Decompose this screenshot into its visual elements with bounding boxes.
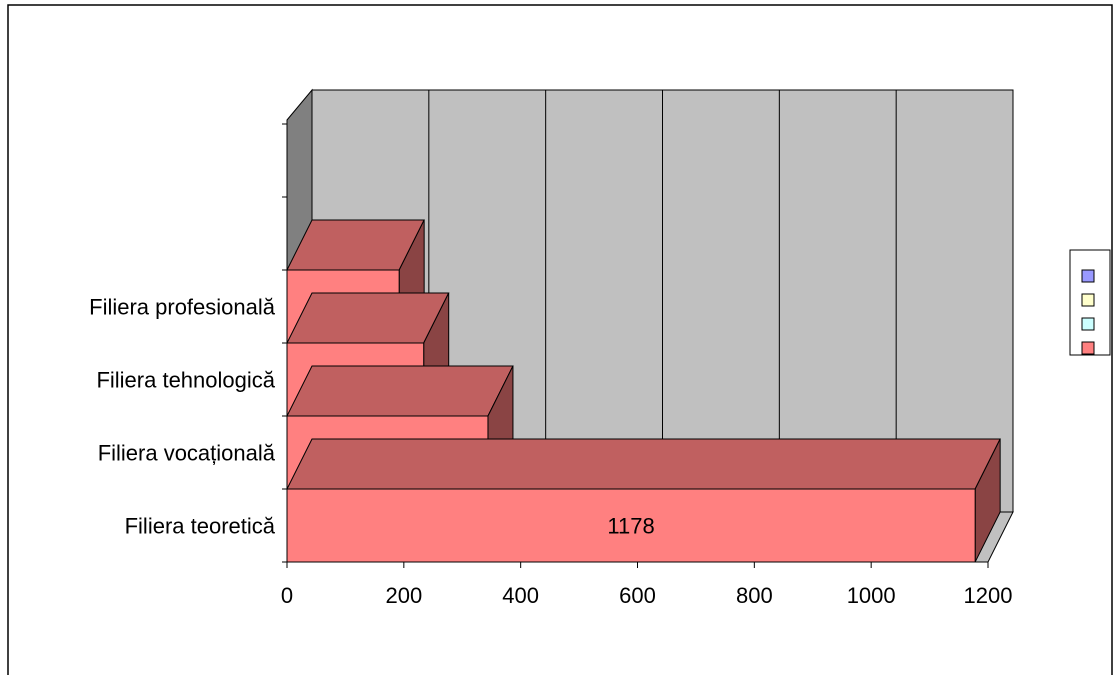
bar-0: 1178 — [286, 438, 1001, 563]
category-labels: Filiera teoretică Filiera vocațională Fili… — [89, 295, 276, 539]
x-tick-label: 800 — [736, 583, 773, 608]
x-tick-label: 200 — [385, 583, 422, 608]
x-tick-label: 1200 — [964, 583, 1013, 608]
category-label: Filiera tehnologică — [96, 368, 275, 393]
bar-top-face — [286, 438, 1001, 490]
bar-top-face — [286, 365, 514, 417]
x-tick-label: 400 — [502, 583, 539, 608]
x-tick-label: 1000 — [847, 583, 896, 608]
x-tick-label: 0 — [281, 583, 293, 608]
legend — [1069, 249, 1111, 356]
legend-swatch — [1081, 269, 1095, 283]
legend-swatch — [1081, 317, 1095, 331]
bar-front-face — [286, 488, 976, 563]
legend-swatch — [1081, 341, 1095, 355]
category-label: Filiera vocațională — [98, 441, 276, 466]
category-label: Filiera profesională — [89, 295, 276, 320]
bar-top-face — [286, 292, 450, 344]
legend-swatch — [1081, 293, 1095, 307]
bar-value-label: 1178 — [607, 514, 654, 539]
x-tick-label: 600 — [619, 583, 656, 608]
category-label: Filiera teoretică — [125, 514, 276, 539]
x-axis-ticks: 0 200 400 600 800 1000 1200 — [281, 562, 1013, 608]
bars: 1922343441178 — [286, 219, 1001, 563]
